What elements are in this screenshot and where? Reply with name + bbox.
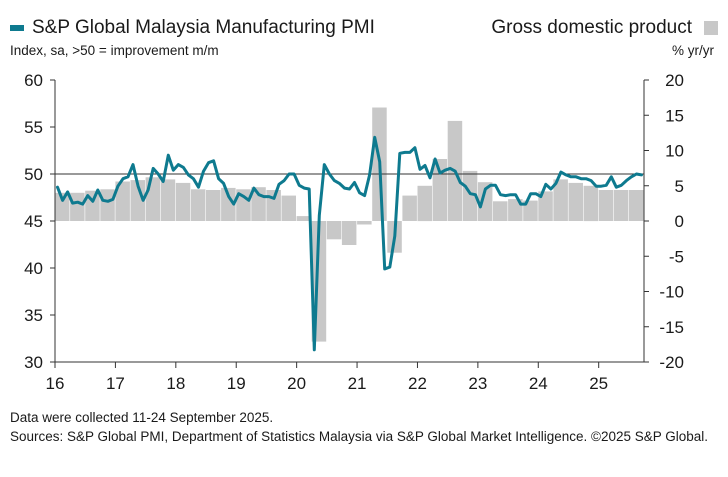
- gdp-bar: [553, 179, 568, 221]
- right-tick-label: -10: [659, 283, 684, 302]
- left-axis-label: Index, sa, >50 = improvement m/m: [10, 43, 219, 58]
- gdp-bar: [326, 221, 342, 240]
- left-tick-label: 35: [24, 306, 43, 325]
- left-tick-label: 45: [24, 212, 43, 231]
- legend-pmi-label: S&P Global Malaysia Manufacturing PMI: [32, 17, 375, 38]
- chart-legend: S&P Global Malaysia Manufacturing PMI Gr…: [10, 16, 718, 40]
- legend-gdp: Gross domestic product: [491, 17, 718, 39]
- left-tick-label: 40: [24, 259, 43, 278]
- gdp-bar: [417, 185, 432, 222]
- footer-sources: Sources: S&P Global PMI, Department of S…: [10, 429, 709, 444]
- gdp-bar: [281, 195, 296, 221]
- x-tick-label: 16: [46, 374, 65, 393]
- gdp-bar: [221, 187, 236, 221]
- chart-footer: Data were collected 11-24 September 2025…: [10, 408, 710, 446]
- gdp-bar: [357, 221, 372, 225]
- x-tick-label: 21: [348, 374, 367, 393]
- gdp-bar: [266, 190, 281, 221]
- left-tick-label: 50: [24, 165, 43, 184]
- right-tick-label: 10: [665, 142, 684, 161]
- x-tick-label: 24: [529, 374, 548, 393]
- right-tick-label: -15: [659, 318, 684, 337]
- right-tick-label: 20: [665, 71, 684, 90]
- gdp-bar: [206, 190, 221, 221]
- legend-gdp-label: Gross domestic product: [491, 17, 692, 38]
- gdp-bar: [613, 190, 629, 221]
- x-tick-label: 17: [106, 374, 125, 393]
- pmi-line-series: [56, 135, 643, 352]
- x-tick-label: 22: [408, 374, 427, 393]
- gdp-bar: [130, 180, 145, 221]
- gdp-bar: [568, 182, 583, 221]
- x-tick-label: 25: [589, 374, 608, 393]
- gdp-bar: [145, 177, 161, 221]
- gdp-bar: [175, 182, 191, 221]
- right-tick-label: 5: [675, 177, 684, 196]
- gdp-bar: [160, 179, 176, 221]
- gdp-bar: [402, 195, 417, 221]
- gdp-bar: [628, 190, 644, 221]
- x-tick-label: 23: [468, 374, 487, 393]
- left-tick-label: 30: [24, 353, 43, 372]
- x-tick-label: 20: [287, 374, 306, 393]
- pmi-line: [56, 135, 643, 352]
- gdp-bar: [55, 192, 70, 221]
- footer-data-note: Data were collected 11-24 September 2025…: [10, 410, 274, 425]
- gdp-bar: [538, 191, 553, 221]
- gdp-bar: [523, 200, 538, 221]
- right-axis-label: % yr/yr: [672, 43, 714, 58]
- legend-pmi-swatch: [10, 25, 24, 31]
- left-tick-label: 60: [24, 71, 43, 90]
- gdp-bar: [462, 170, 478, 221]
- gdp-bar: [598, 190, 614, 221]
- gdp-bars: [55, 107, 644, 342]
- gdp-bar: [341, 221, 357, 245]
- right-tick-label: 15: [665, 106, 684, 125]
- legend-gdp-swatch: [704, 21, 718, 35]
- gdp-bar: [477, 182, 493, 221]
- gdp-bar: [70, 192, 85, 221]
- legend-pmi: S&P Global Malaysia Manufacturing PMI: [10, 17, 375, 39]
- right-tick-label: -20: [659, 353, 684, 372]
- gdp-bar: [583, 185, 599, 222]
- gdp-bar: [508, 199, 523, 221]
- gdp-bar: [493, 201, 508, 221]
- x-tick-label: 18: [166, 374, 185, 393]
- gdp-bar: [100, 189, 115, 221]
- gdp-bar: [190, 189, 206, 221]
- right-tick-label: 0: [675, 212, 684, 231]
- gdp-bar: [296, 216, 312, 221]
- left-tick-label: 55: [24, 118, 43, 137]
- x-tick-label: 19: [227, 374, 246, 393]
- right-tick-label: -5: [669, 247, 684, 266]
- gdp-bar: [115, 181, 130, 221]
